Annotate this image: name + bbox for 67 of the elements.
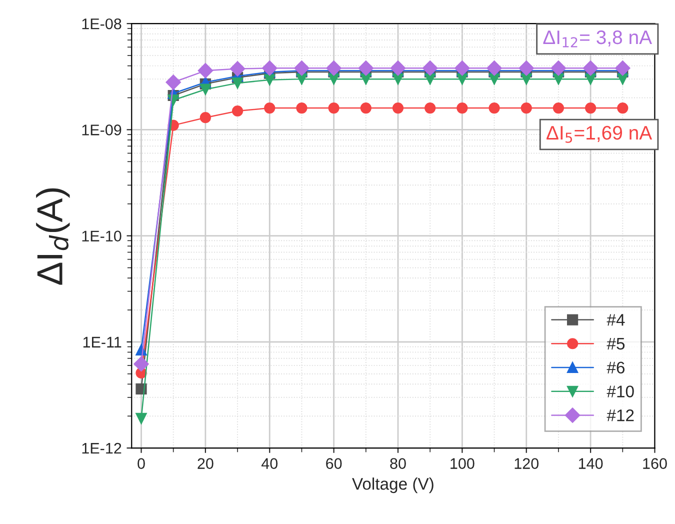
- legend-label: #4: [606, 314, 625, 326]
- legend-label: #5: [606, 338, 625, 350]
- x-tick-label: 40: [261, 458, 278, 469]
- point: [585, 102, 596, 114]
- point: [520, 102, 532, 114]
- point: [296, 74, 308, 85]
- point: [456, 74, 468, 85]
- point: [552, 74, 564, 85]
- x-tick-label: 100: [450, 458, 474, 469]
- point: [264, 74, 276, 86]
- point: [488, 102, 500, 114]
- point: [230, 61, 246, 76]
- point: [328, 74, 340, 85]
- point: [200, 84, 211, 95]
- y-axis-title: ΔI$_{d}$(A): [36, 188, 70, 285]
- legend-label: #12: [606, 409, 634, 422]
- point: [264, 102, 276, 114]
- point: [582, 60, 598, 76]
- y-tick-label: 1E-11: [83, 336, 122, 348]
- point: [392, 102, 404, 114]
- x-tick-label: 80: [390, 458, 406, 469]
- legend-label: #6: [606, 362, 625, 374]
- point: [424, 74, 436, 85]
- point: [585, 74, 596, 85]
- point: [360, 102, 372, 114]
- x-tick-label: 20: [198, 458, 214, 469]
- point: [136, 412, 147, 424]
- annotation: ΔI$_{5}$=1,69 nA: [546, 126, 652, 143]
- y-tick-label: 1E-12: [82, 442, 122, 454]
- x-tick-label: 160: [643, 458, 667, 469]
- point: [617, 74, 628, 85]
- point: [232, 78, 244, 89]
- x-axis-title: Voltage (V): [352, 478, 434, 494]
- point: [615, 60, 630, 76]
- y-tick-label: 1E-08: [82, 18, 122, 30]
- x-tick-label: 120: [514, 458, 539, 469]
- point: [262, 60, 278, 76]
- point: [358, 60, 374, 76]
- point: [200, 112, 211, 124]
- point: [520, 74, 532, 85]
- point: [456, 102, 468, 114]
- point: [390, 60, 406, 76]
- point: [617, 102, 628, 114]
- point: [232, 105, 244, 117]
- point: [550, 60, 566, 76]
- point: [422, 60, 438, 76]
- y-tick-label: 1E-09: [82, 124, 122, 136]
- point: [360, 74, 372, 85]
- point: [454, 60, 470, 76]
- point: [552, 102, 564, 114]
- point: [166, 74, 181, 90]
- point: [296, 102, 308, 114]
- point: [326, 60, 342, 76]
- point: [486, 60, 502, 76]
- point: [328, 102, 340, 114]
- point: [518, 60, 534, 76]
- legend-label: #10: [606, 386, 634, 398]
- x-tick-label: 140: [578, 458, 603, 469]
- point: [294, 60, 310, 76]
- y-tick-label: 1E-10: [82, 230, 122, 242]
- x-tick-label: 0: [138, 458, 145, 469]
- annotation: ΔI$_{12}$= 3,8 nA: [543, 30, 652, 48]
- point: [488, 74, 500, 85]
- point: [424, 102, 436, 114]
- x-tick-label: 60: [326, 458, 342, 469]
- point: [198, 63, 214, 78]
- point: [134, 356, 149, 372]
